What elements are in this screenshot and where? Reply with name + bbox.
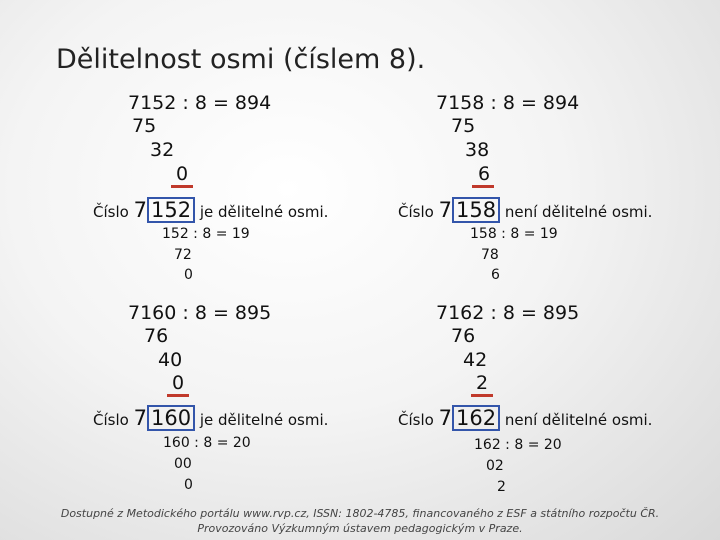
sub-division-step: 78 [481, 247, 499, 263]
division-equation: 7162 : 8 = 895 [436, 302, 580, 324]
last-three-digits-box: 160 [146, 405, 196, 431]
division-step: 76 [451, 325, 476, 347]
statement-suffix: není dělitelné osmi. [504, 203, 653, 221]
divisibility-statement: Číslo 7 162 není dělitelné osmi. [398, 405, 652, 431]
division-step: 32 [150, 139, 175, 161]
division-step: 75 [451, 115, 476, 137]
statement-lead-digit: 7 [438, 406, 452, 430]
division-equation: 7158 : 8 = 894 [436, 92, 580, 114]
last-three-digits-box: 162 [451, 405, 501, 431]
footer-credit: Dostupné z Metodického portálu www.rvp.c… [0, 506, 720, 536]
divisibility-statement: Číslo 7 152 je dělitelné osmi. [93, 197, 328, 223]
statement-lead-digit: 7 [133, 406, 147, 430]
division-step: 76 [144, 325, 169, 347]
division-remainder: 0 [176, 163, 189, 185]
division-remainder: 0 [172, 372, 185, 394]
sub-division-step: 02 [486, 458, 504, 474]
sub-division-equation: 158 : 8 = 19 [470, 226, 558, 242]
remainder-underline [472, 185, 494, 188]
sub-division-remainder: 0 [184, 267, 193, 283]
statement-suffix: je dělitelné osmi. [199, 203, 329, 221]
division-step: 40 [158, 349, 183, 371]
statement-prefix: Číslo [398, 411, 434, 429]
sub-division-equation: 162 : 8 = 20 [474, 437, 562, 453]
sub-division-step: 72 [174, 247, 192, 263]
sub-division-remainder: 2 [497, 479, 506, 495]
divisibility-statement: Číslo 7 160 je dělitelné osmi. [93, 405, 328, 431]
statement-lead-digit: 7 [133, 198, 147, 222]
footer-line-1: Dostupné z Metodického portálu www.rvp.c… [60, 507, 660, 520]
statement-suffix: je dělitelné osmi. [199, 411, 329, 429]
last-three-digits-box: 158 [451, 197, 501, 223]
division-equation: 7160 : 8 = 895 [128, 302, 272, 324]
division-equation: 7152 : 8 = 894 [128, 92, 272, 114]
sub-division-remainder: 0 [184, 477, 193, 493]
statement-suffix: není dělitelné osmi. [504, 411, 653, 429]
division-step: 75 [132, 115, 157, 137]
remainder-underline [471, 394, 493, 397]
page-title: Dělitelnost osmi (číslem 8). [56, 44, 426, 75]
division-remainder: 2 [476, 372, 489, 394]
division-remainder: 6 [478, 163, 491, 185]
divisibility-statement: Číslo 7 158 není dělitelné osmi. [398, 197, 652, 223]
footer-line-2: Provozováno Výzkumným ústavem pedagogick… [197, 522, 523, 535]
sub-division-step: 00 [174, 456, 192, 472]
division-step: 42 [463, 349, 488, 371]
division-step: 38 [465, 139, 490, 161]
last-three-digits-box: 152 [146, 197, 196, 223]
remainder-underline [171, 185, 193, 188]
statement-lead-digit: 7 [438, 198, 452, 222]
statement-prefix: Číslo [93, 203, 129, 221]
sub-division-equation: 152 : 8 = 19 [162, 226, 250, 242]
remainder-underline [167, 394, 189, 397]
statement-prefix: Číslo [93, 411, 129, 429]
sub-division-remainder: 6 [491, 267, 500, 283]
sub-division-equation: 160 : 8 = 20 [163, 435, 251, 451]
statement-prefix: Číslo [398, 203, 434, 221]
